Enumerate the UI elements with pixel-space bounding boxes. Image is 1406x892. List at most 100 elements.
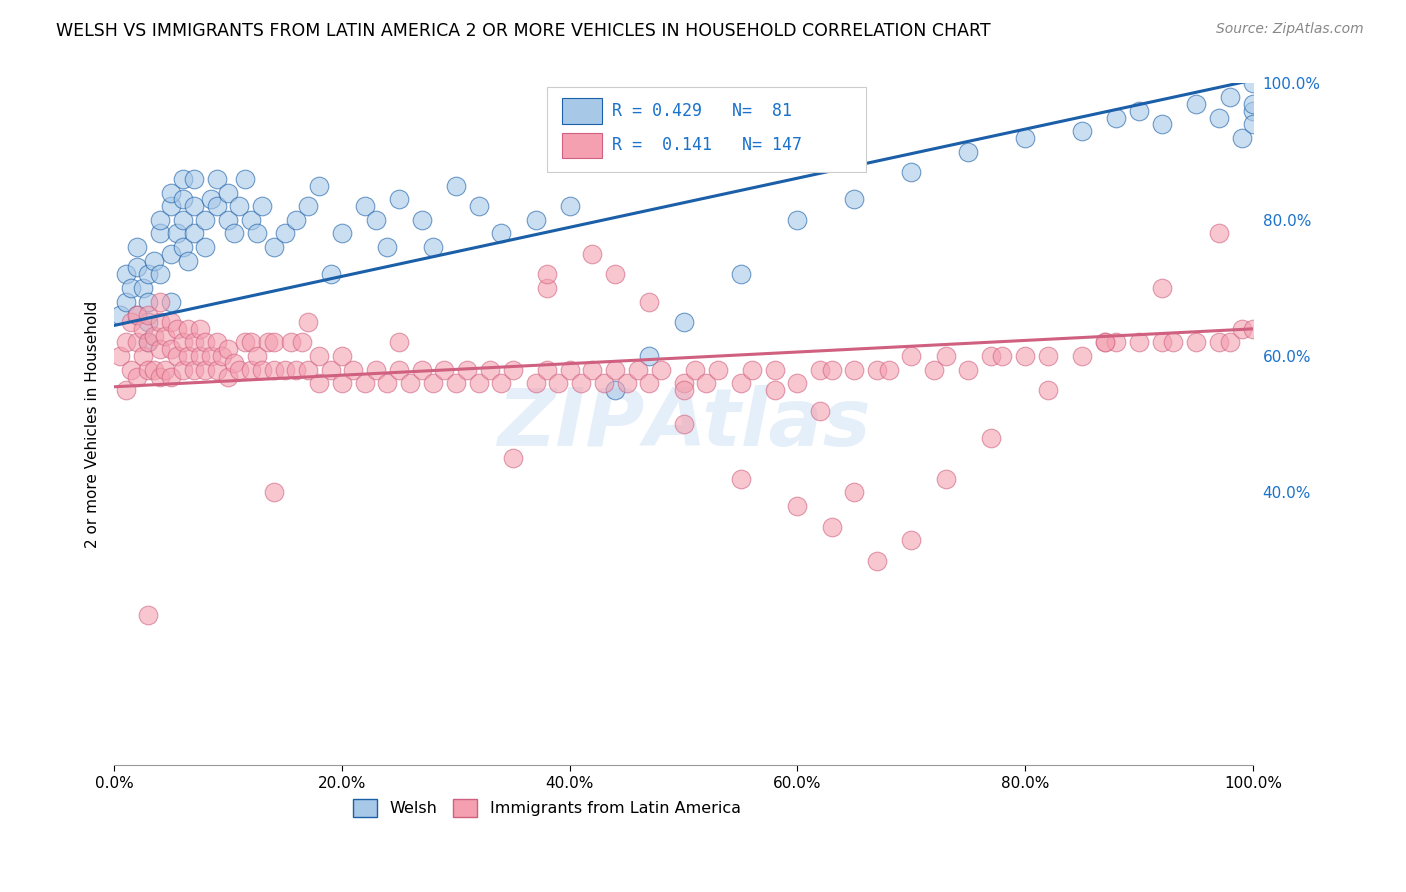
Point (1185, 335, 1208, 350)
Point (467, 376, 489, 391)
Point (138, 294, 160, 309)
Point (285, 212, 308, 227)
Point (366, 212, 388, 227)
Point (456, 363, 478, 377)
Point (217, 369, 239, 384)
Point (763, 383, 786, 397)
Point (222, 356, 245, 370)
Point (172, 240, 194, 254)
Point (980, 349, 1002, 363)
Point (183, 335, 205, 350)
Point (411, 212, 433, 227)
Point (353, 199, 375, 213)
Point (319, 363, 342, 377)
Point (1161, 335, 1184, 350)
Point (308, 178, 330, 193)
Point (125, 308, 148, 322)
Point (138, 308, 160, 322)
Point (263, 485, 285, 500)
Point (536, 363, 558, 377)
Point (1241, 322, 1264, 336)
Point (228, 363, 250, 377)
Legend: Welsh, Immigrants from Latin America: Welsh, Immigrants from Latin America (346, 793, 748, 823)
Point (114, 335, 136, 350)
Point (125, 308, 148, 322)
Point (188, 349, 211, 363)
Point (638, 294, 661, 309)
Point (166, 227, 188, 241)
FancyBboxPatch shape (562, 133, 602, 159)
Point (160, 247, 183, 261)
Point (143, 253, 166, 268)
Point (1094, 335, 1116, 350)
Point (205, 199, 228, 213)
Point (467, 199, 489, 213)
Point (605, 363, 627, 377)
Point (844, 192, 866, 206)
Point (808, 363, 831, 377)
Point (388, 335, 411, 350)
Point (114, 383, 136, 397)
Point (502, 451, 524, 466)
Point (330, 376, 353, 391)
Point (730, 376, 752, 391)
Text: Source: ZipAtlas.com: Source: ZipAtlas.com (1216, 22, 1364, 37)
Point (366, 363, 388, 377)
Point (730, 268, 752, 282)
Point (194, 212, 217, 227)
Point (422, 376, 444, 391)
Point (263, 363, 285, 377)
Point (155, 363, 177, 377)
Point (228, 199, 250, 213)
Point (1128, 335, 1150, 350)
Point (245, 349, 267, 363)
Point (730, 472, 752, 486)
Point (1036, 383, 1059, 397)
Point (411, 363, 433, 377)
Point (558, 363, 581, 377)
Point (388, 363, 411, 377)
Point (536, 268, 558, 282)
Point (205, 172, 228, 186)
Point (125, 369, 148, 384)
Point (166, 322, 188, 336)
Point (1208, 111, 1230, 125)
Point (558, 199, 581, 213)
Point (934, 349, 956, 363)
Point (108, 349, 131, 363)
Point (319, 268, 342, 282)
Point (1241, 103, 1264, 118)
Point (233, 172, 256, 186)
Point (377, 240, 399, 254)
Point (297, 199, 319, 213)
Point (194, 363, 217, 377)
Point (257, 335, 280, 350)
Point (120, 363, 142, 377)
Point (138, 268, 160, 282)
Point (672, 376, 695, 391)
Point (114, 294, 136, 309)
Point (183, 363, 205, 377)
Point (172, 335, 194, 350)
Point (166, 349, 188, 363)
Point (263, 240, 285, 254)
Point (1105, 335, 1128, 350)
Point (433, 363, 456, 377)
Point (900, 165, 922, 179)
Point (922, 363, 945, 377)
Point (188, 322, 211, 336)
FancyBboxPatch shape (547, 87, 866, 172)
Point (155, 328, 177, 343)
Point (239, 363, 262, 377)
Point (957, 145, 980, 159)
Point (1230, 322, 1253, 336)
Point (160, 369, 183, 384)
Point (160, 343, 183, 357)
Point (1105, 111, 1128, 125)
Point (200, 192, 222, 206)
Point (138, 335, 160, 350)
Point (131, 322, 153, 336)
Point (149, 227, 172, 241)
Point (263, 335, 285, 350)
Point (172, 192, 194, 206)
